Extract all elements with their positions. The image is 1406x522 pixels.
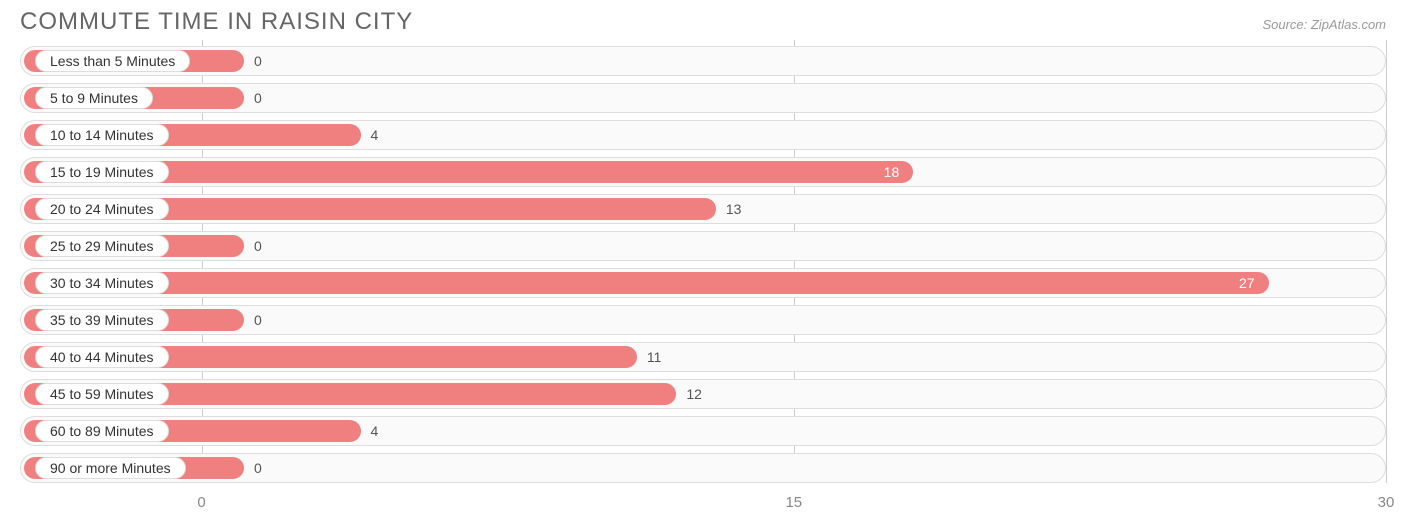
bar-track: 90 or more Minutes 0 [20,453,1386,483]
gridline [1386,40,1387,483]
x-axis-tick: 30 [1378,494,1395,511]
bar-track: 30 to 34 Minutes27 [20,268,1386,298]
bar-value: 18 [24,158,913,186]
bar-track: 45 to 59 Minutes 12 [20,379,1386,409]
bar-track: 5 to 9 Minutes 0 [20,83,1386,113]
bar-track: 10 to 14 Minutes 4 [20,120,1386,150]
bar-label: 35 to 39 Minutes [35,309,169,331]
bar-value: 0 [244,306,262,334]
bar-track: 20 to 24 Minutes 13 [20,194,1386,224]
x-axis-tick: 15 [785,494,802,511]
chart-area: Less than 5 Minutes 0 5 to 9 Minutes 0 10 to… [0,40,1406,483]
bar-track: 25 to 29 Minutes 0 [20,231,1386,261]
bar-label: 10 to 14 Minutes [35,124,169,146]
chart-header: COMMUTE TIME IN RAISIN CITY Source: ZipA… [0,0,1406,40]
bar-track: 35 to 39 Minutes 0 [20,305,1386,335]
bar-track: 40 to 44 Minutes 11 [20,342,1386,372]
chart-title: COMMUTE TIME IN RAISIN CITY [20,8,413,36]
bar-label: 60 to 89 Minutes [35,420,169,442]
bar-track: 15 to 19 Minutes18 [20,157,1386,187]
bar-label: 40 to 44 Minutes [35,346,169,368]
bar-label: 25 to 29 Minutes [35,235,169,257]
bar-label: 20 to 24 Minutes [35,198,169,220]
bar-value: 12 [676,380,702,408]
x-axis-tick: 0 [197,494,205,511]
bar-track: 60 to 89 Minutes 4 [20,416,1386,446]
bar-value: 0 [244,84,262,112]
bar-value: 13 [716,195,742,223]
bar-label: 90 or more Minutes [35,457,186,479]
bar-label: Less than 5 Minutes [35,50,190,72]
bar-value: 0 [244,232,262,260]
bar-value: 0 [244,454,262,482]
bar-track: Less than 5 Minutes 0 [20,46,1386,76]
bar-value: 11 [637,343,662,371]
x-axis: 01530 [20,490,1386,520]
bar-value: 0 [244,47,262,75]
bar-label: 5 to 9 Minutes [35,87,153,109]
bar-label: 45 to 59 Minutes [35,383,169,405]
bar-value: 4 [361,417,379,445]
bar-value: 4 [361,121,379,149]
bar-value: 27 [24,269,1269,297]
chart-source: Source: ZipAtlas.com [1262,17,1386,32]
